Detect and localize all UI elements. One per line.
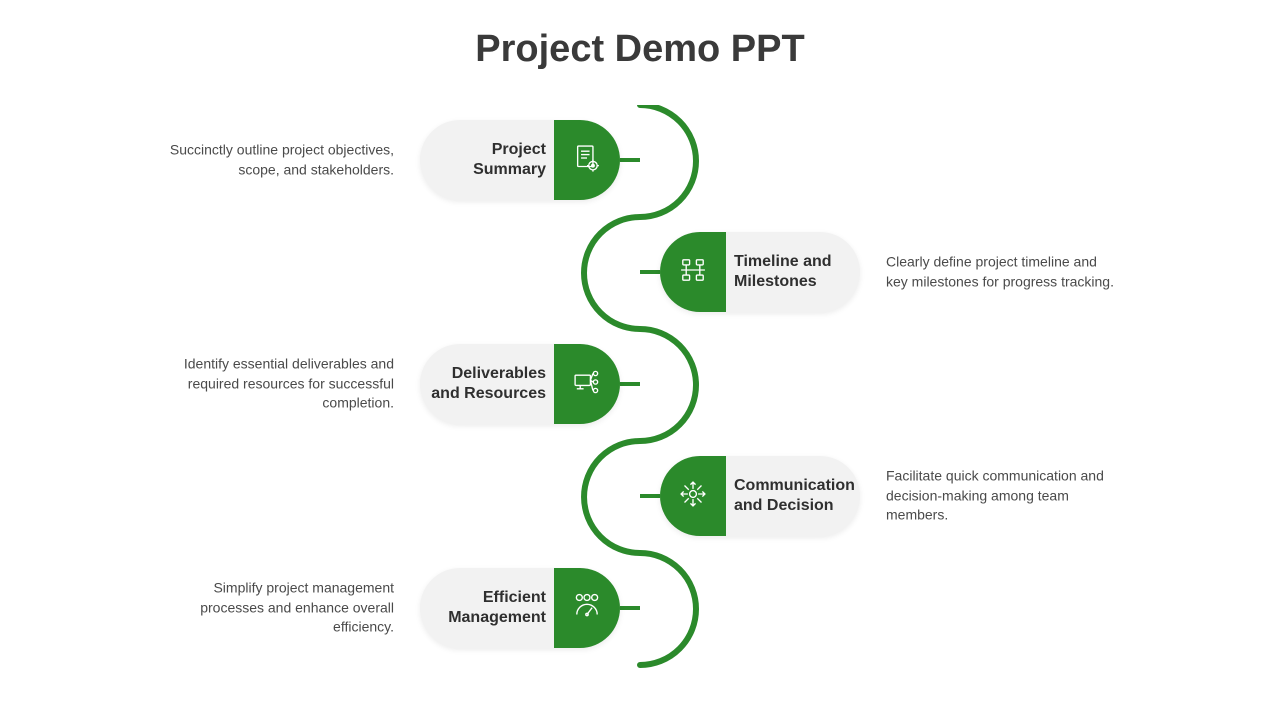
step-icon-cap	[554, 120, 620, 200]
step-row-2: Timeline and Milestones Clearly define p…	[0, 232, 1280, 312]
step-row-1: Project Summary Succinctly outline proje…	[0, 120, 1280, 200]
connector	[640, 494, 662, 498]
step-label: Communication and Decision	[734, 476, 860, 516]
step-icon-cap	[554, 568, 620, 648]
connector	[618, 158, 640, 162]
step-row-3: Deliverables and Resources Identify esse…	[0, 344, 1280, 424]
timeline-nodes-icon	[676, 253, 710, 292]
connector	[618, 606, 640, 610]
step-pill-deliverables: Deliverables and Resources	[420, 344, 620, 424]
connector	[640, 270, 662, 274]
screen-tree-icon	[570, 365, 604, 404]
step-row-4: Communication and Decision Facilitate qu…	[0, 456, 1280, 536]
step-label: Timeline and Milestones	[734, 252, 860, 292]
connector	[618, 382, 640, 386]
arrows-hub-icon	[676, 477, 710, 516]
step-row-5: Efficient Management Simplify project ma…	[0, 568, 1280, 648]
step-pill-project-summary: Project Summary	[420, 120, 620, 200]
step-pill-efficient: Efficient Management	[420, 568, 620, 648]
gauge-icons-icon	[570, 589, 604, 628]
step-label: Efficient Management	[420, 588, 546, 628]
document-gear-icon	[570, 141, 604, 180]
step-desc: Facilitate quick communication and decis…	[886, 467, 1116, 526]
step-desc: Succinctly outline project objectives, s…	[164, 140, 394, 179]
step-icon-cap	[660, 456, 726, 536]
slide-title: Project Demo PPT	[0, 28, 1280, 71]
step-icon-cap	[660, 232, 726, 312]
step-label: Deliverables and Resources	[420, 364, 546, 404]
step-icon-cap	[554, 344, 620, 424]
step-pill-communication: Communication and Decision	[660, 456, 860, 536]
step-label: Project Summary	[420, 140, 546, 180]
step-desc: Clearly define project timeline and key …	[886, 252, 1116, 291]
step-pill-timeline: Timeline and Milestones	[660, 232, 860, 312]
step-desc: Identify essential deliverables and requ…	[164, 355, 394, 414]
step-desc: Simplify project management processes an…	[164, 579, 394, 638]
